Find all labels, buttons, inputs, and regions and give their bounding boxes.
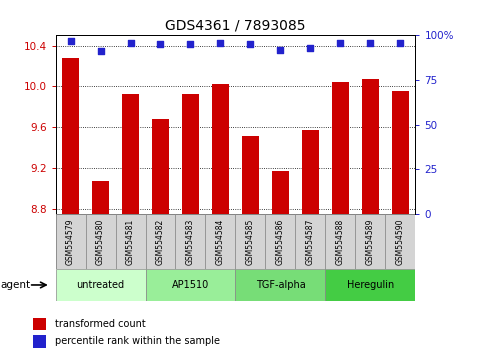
Text: GSM554587: GSM554587 <box>306 218 315 265</box>
Bar <box>175 214 205 269</box>
Text: GSM554590: GSM554590 <box>396 218 405 265</box>
Text: GSM554580: GSM554580 <box>96 218 105 265</box>
Bar <box>355 214 385 269</box>
Point <box>397 40 404 45</box>
Bar <box>56 214 85 269</box>
Text: Heregulin: Heregulin <box>347 280 394 290</box>
Text: agent: agent <box>0 280 30 290</box>
Point <box>156 41 164 47</box>
Bar <box>385 214 415 269</box>
Point <box>247 41 255 47</box>
Bar <box>362 79 379 214</box>
Point <box>127 40 134 45</box>
Bar <box>33 335 46 348</box>
Bar <box>182 93 199 214</box>
Text: GSM554581: GSM554581 <box>126 218 135 265</box>
Point <box>67 38 74 44</box>
Bar <box>92 182 109 214</box>
Bar <box>85 214 115 269</box>
Point <box>216 40 224 45</box>
Bar <box>236 214 266 269</box>
Text: GSM554585: GSM554585 <box>246 218 255 265</box>
Bar <box>326 214 355 269</box>
Bar <box>302 130 319 214</box>
Point <box>186 41 194 47</box>
Bar <box>332 82 349 214</box>
Bar <box>152 119 169 214</box>
Text: AP1510: AP1510 <box>172 280 209 290</box>
Bar <box>212 85 229 214</box>
Text: GSM554588: GSM554588 <box>336 218 345 265</box>
Point <box>337 40 344 45</box>
Text: GSM554589: GSM554589 <box>366 218 375 265</box>
Point <box>367 40 374 45</box>
Text: GSM554584: GSM554584 <box>216 218 225 265</box>
Bar <box>33 318 46 330</box>
Bar <box>296 214 326 269</box>
Text: GSM554586: GSM554586 <box>276 218 285 265</box>
Bar <box>145 269 236 301</box>
Bar <box>115 214 145 269</box>
Bar <box>122 93 139 214</box>
Point <box>277 47 284 52</box>
Bar <box>242 136 259 214</box>
Point <box>307 45 314 51</box>
Bar <box>272 171 289 214</box>
Text: untreated: untreated <box>76 280 125 290</box>
Text: GSM554582: GSM554582 <box>156 218 165 265</box>
Text: transformed count: transformed count <box>55 319 145 329</box>
Point <box>97 48 104 54</box>
Title: GDS4361 / 7893085: GDS4361 / 7893085 <box>165 19 306 33</box>
Bar <box>266 214 296 269</box>
Bar <box>56 269 145 301</box>
Text: GSM554579: GSM554579 <box>66 218 75 265</box>
Bar <box>62 58 79 214</box>
Bar <box>205 214 236 269</box>
Text: TGF-alpha: TGF-alpha <box>256 280 305 290</box>
Bar <box>392 91 409 214</box>
Text: GSM554583: GSM554583 <box>186 218 195 265</box>
Bar <box>145 214 175 269</box>
Text: percentile rank within the sample: percentile rank within the sample <box>55 336 220 346</box>
Bar <box>326 269 415 301</box>
Bar <box>236 269 326 301</box>
